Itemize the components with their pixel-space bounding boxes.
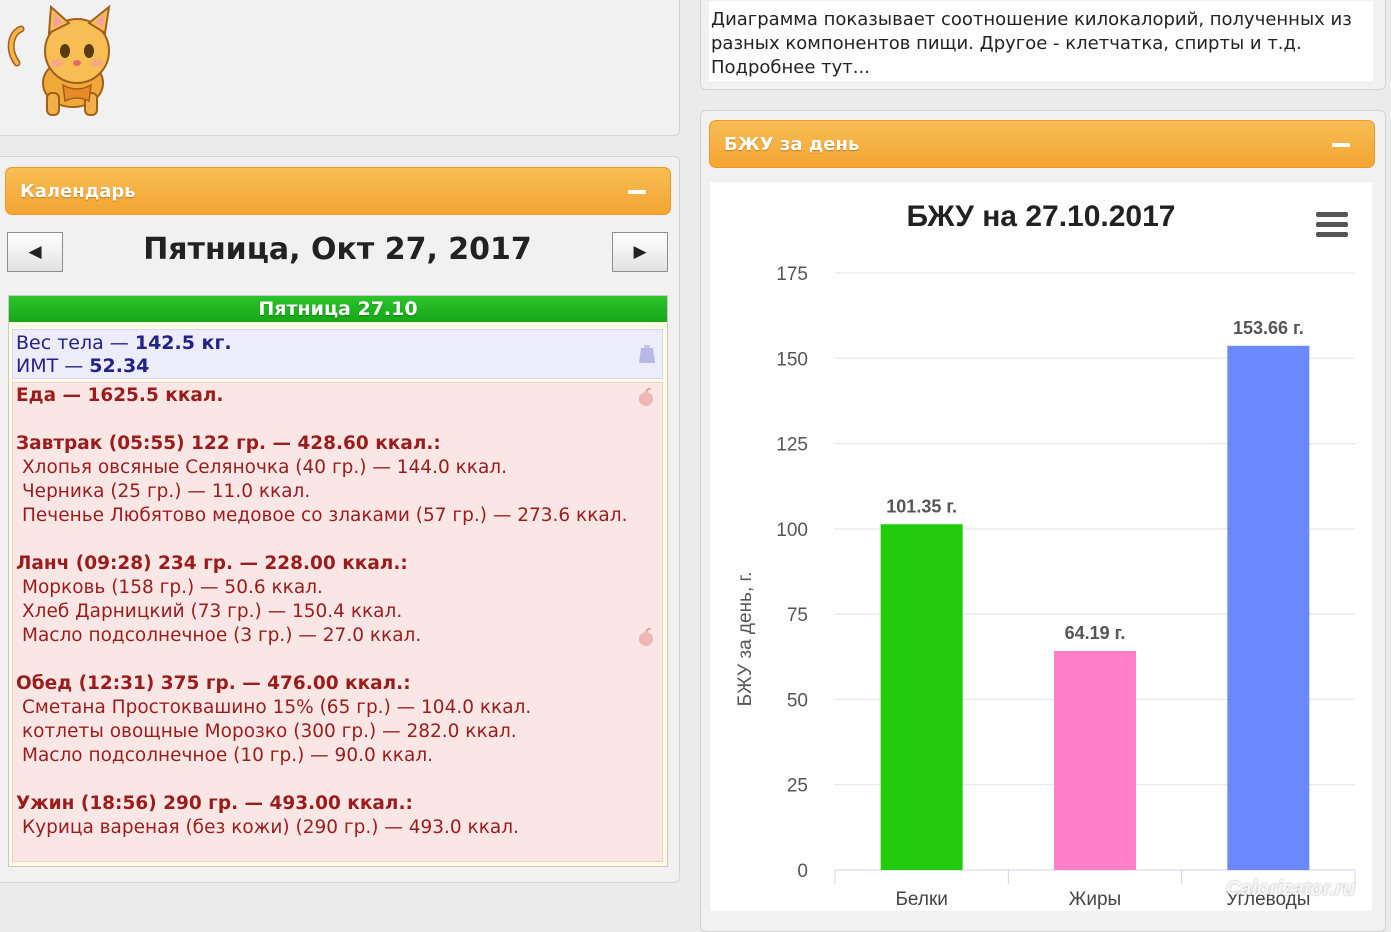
y-tick-label: 0 [797,861,808,882]
info-text-line: Диаграмма показывает соотношение килокал… [711,9,1352,30]
bju-title: БЖУ за день [724,133,860,155]
date-label: Пятница, Окт 27, 2017 [143,232,532,267]
data-label: 64.19 г. [1065,623,1126,643]
bju-chart: 0 25 50 75 100 125 150 175 101.35 г. Белки 64.19 г… [776,264,1356,910]
food-total: Еда — 1625.5 ккал. [16,385,224,406]
bmi-value: 52.34 [89,355,150,377]
cat-icon [7,4,111,116]
hamburger-menu-icon[interactable] [1316,212,1348,238]
weight-label: Вес тела — [16,332,135,354]
y-tick-label: 75 [787,605,808,626]
more-link[interactable]: Подробнее тут... [711,57,870,78]
meal-item[interactable]: Хлопья овсяные Селяночка (40 гр.) — 144.… [22,457,507,478]
weight-value: 142.5 кг. [134,332,232,354]
day-header: Пятница 27.10 [9,296,667,322]
meal-title[interactable]: Ужин (18:56) 290 гр. — 493.00 ккал.: [16,793,413,814]
meal-item[interactable]: Морковь (158 гр.) — 50.6 ккал. [22,577,323,598]
weight-block[interactable]: Вес тела — 142.5 кг. ИМТ — 52.34 [12,329,663,379]
x-tick-label: Углеводы [1226,889,1310,910]
calendar-title: Календарь [20,180,136,202]
scale-icon[interactable] [638,344,656,364]
collapse-icon[interactable] [1332,143,1350,147]
meal-item[interactable]: Печенье Любятово медовое со злаками (57 … [22,505,628,526]
meal-title[interactable]: Ланч (09:28) 234 гр. — 228.00 ккал.: [16,553,408,574]
meal-title[interactable]: Обед (12:31) 375 гр. — 476.00 ккал.: [16,673,411,694]
arrow-left-icon: ◀ [28,242,42,262]
chart-title: БЖУ на 27.10.2017 [906,200,1176,233]
prev-day-button[interactable]: ◀ [7,232,63,272]
apple-icon[interactable] [636,387,656,407]
meal-title[interactable]: Завтрак (05:55) 122 гр. — 428.60 ккал.: [16,433,441,454]
meal-item[interactable]: Масло подсолнечное (10 гр.) — 90.0 ккал. [22,745,434,766]
bar-Углеводы [1227,345,1310,870]
meal-item[interactable]: Масло подсолнечное (3 гр.) — 27.0 ккал. [22,625,422,646]
bar-Белки [880,524,963,870]
bmi-label: ИМТ — [16,355,90,377]
collapse-icon[interactable] [628,190,646,194]
y-tick-label: 25 [787,776,808,797]
y-tick-label: 150 [776,349,808,370]
meal-item[interactable]: Хлеб Дарницкий (73 гр.) — 150.4 ккал. [22,601,403,622]
apple-icon[interactable] [636,627,656,647]
food-block: Еда — 1625.5 ккал. Завтрак (05:55) 122 г… [12,382,663,862]
y-tick-label: 100 [776,520,808,541]
y-axis-label: БЖУ за день, г. [735,571,756,707]
meal-item[interactable]: Сметана Простоквашино 15% (65 гр.) — 104… [22,697,532,718]
profile-panel [0,0,680,136]
next-day-button[interactable]: ▶ [612,232,668,272]
data-label: 153.66 г. [1233,318,1304,338]
x-tick-label: Жиры [1069,889,1121,910]
y-tick-label: 50 [787,690,808,711]
y-tick-label: 125 [776,435,808,456]
x-tick-label: Белки [895,889,947,910]
arrow-right-icon: ▶ [633,242,647,262]
watermark: Calorizator.ru [1226,878,1355,900]
meal-item[interactable]: Черника (25 гр.) — 11.0 ккал. [22,481,311,502]
meal-item[interactable]: котлеты овощные Морозко (300 гр.) — 282.… [22,721,517,742]
info-text-line: разных компонентов пищи. Другое - клетча… [711,33,1302,54]
meal-item[interactable]: Курица вареная (без кожи) (290 гр.) — 49… [22,817,519,838]
calendar-header[interactable]: Календарь [5,167,671,215]
data-label: 101.35 г. [886,496,957,516]
bju-header[interactable]: БЖУ за день [709,120,1375,168]
bar-Жиры [1054,651,1136,870]
info-panel: Диаграмма показывает соотношение килокал… [700,0,1386,90]
day-entry: Пятница 27.10 Вес тела — 142.5 кг. ИМТ —… [8,295,668,867]
chart-container: 0 25 50 75 100 125 150 175 101.35 г. Белки 64.19 г… [710,182,1372,911]
y-tick-label: 175 [776,264,808,285]
